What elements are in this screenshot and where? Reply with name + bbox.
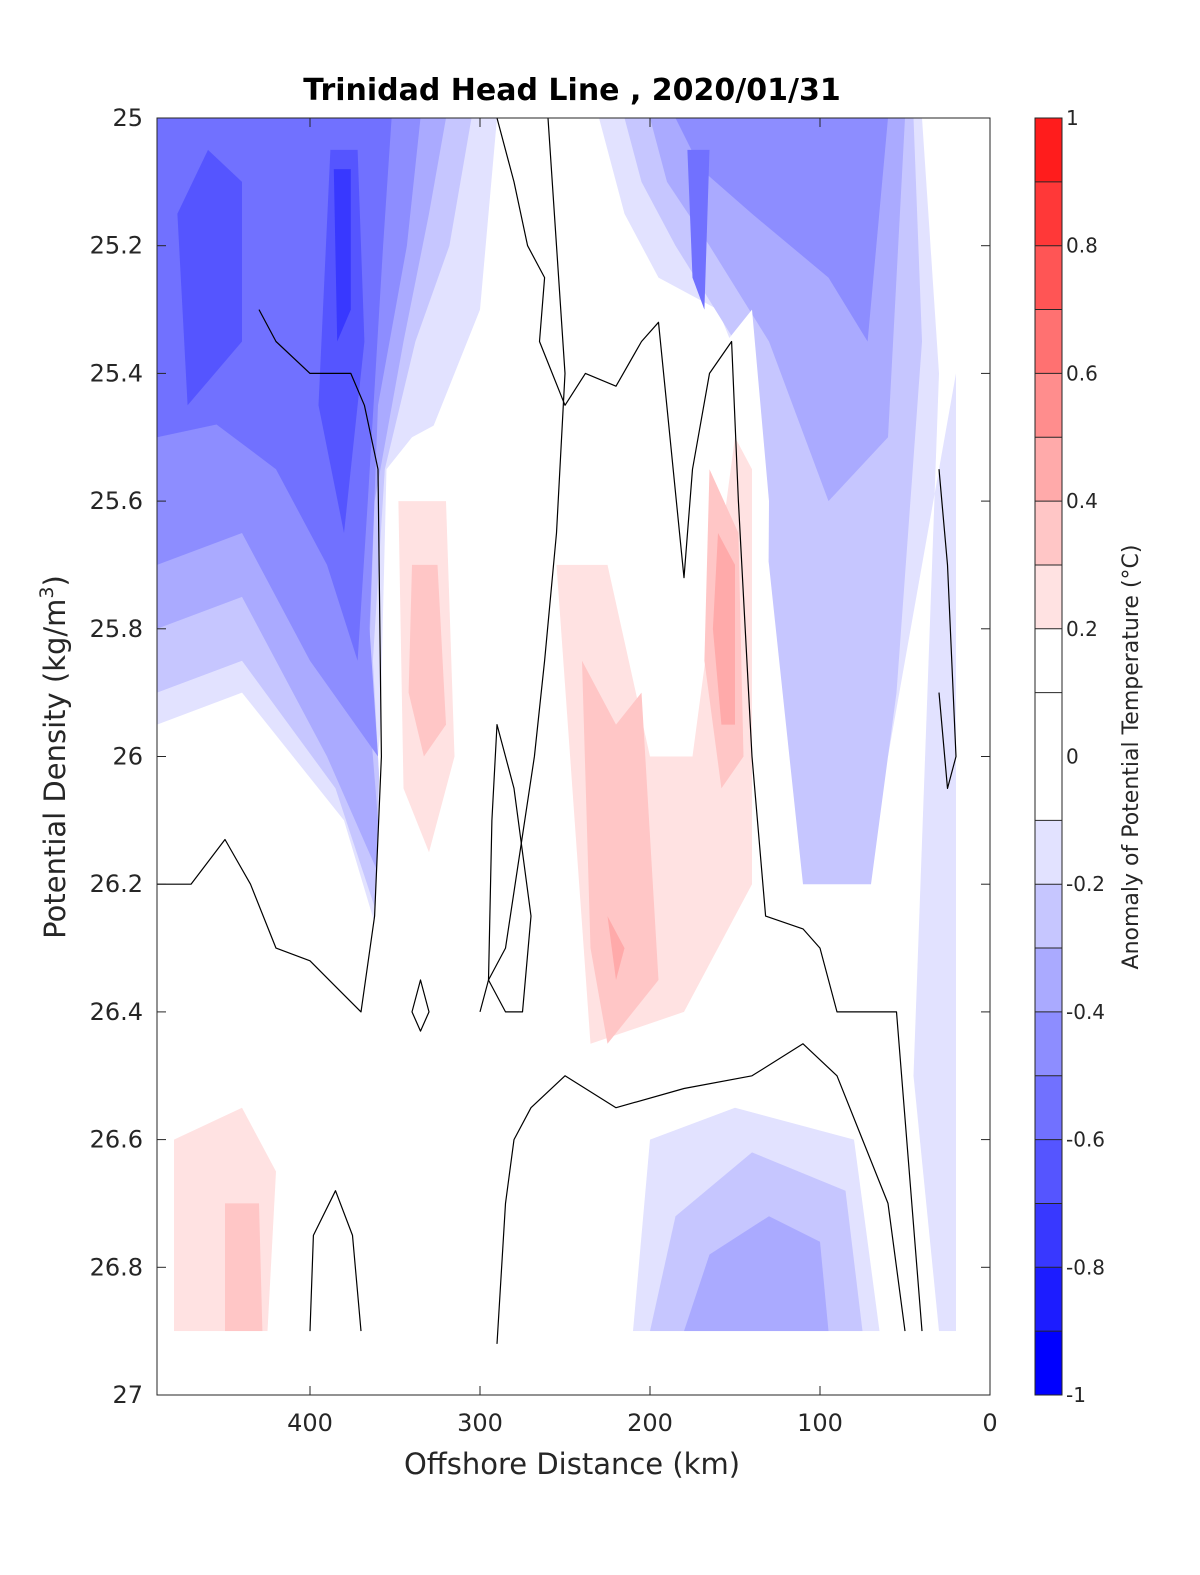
colorbar-segment: [1035, 1203, 1062, 1268]
colorbar-title: Anomaly of Potential Temperature (°C): [1119, 545, 1144, 970]
y-tick-label: 26.6: [90, 1126, 143, 1154]
colorbar-segment: [1035, 564, 1062, 629]
colorbar-segment: [1035, 373, 1062, 438]
colorbar-segment: [1035, 692, 1062, 821]
y-tick-label: 26.2: [90, 870, 143, 898]
colorbar-tick-label: 0.6: [1066, 361, 1098, 385]
contour-fill-25: [225, 1203, 263, 1332]
y-tick-label: 25.4: [90, 359, 143, 387]
colorbar-segment: [1035, 628, 1062, 693]
contour-fill-22: [408, 564, 446, 757]
y-tick-labels: 25 25.2 25.4 25.6 25.8 26 26.2 26.4 26.6 26.8 27: [90, 104, 143, 1409]
y-axis-label-superscript: 3: [36, 586, 58, 598]
y-axis-label: Potential Density (kg/m3): [36, 575, 72, 939]
zero-contour-30: [479, 118, 566, 1013]
colorbar-segment: [1035, 1139, 1062, 1204]
colorbar-segment: [1035, 501, 1062, 565]
contour-fill-5: [177, 149, 242, 406]
y-tick-label: 25.8: [90, 615, 143, 643]
contour-fill-27: [607, 916, 625, 980]
colorbar-tick-label: -0.2: [1066, 872, 1105, 896]
y-tick-label: 25.2: [90, 232, 143, 260]
colorbar-tick-label: 0.8: [1066, 234, 1098, 258]
y-tick-label: 26.8: [90, 1253, 143, 1281]
zero-contour-34: [309, 1190, 362, 1332]
contour-fill-12: [687, 149, 710, 310]
x-tick-label: 100: [797, 1409, 843, 1437]
zero-contour-33: [411, 979, 430, 1032]
zero-contour-lines: [157, 118, 957, 1344]
axis-ticks: [157, 117, 991, 1396]
colorbar-segment: [1035, 181, 1062, 246]
contour-fill-15: [684, 1216, 829, 1332]
contour-fill-26: [712, 533, 735, 725]
y-axis-label-close: ): [38, 575, 72, 586]
x-tick-label: 0: [982, 1409, 997, 1437]
zero-contour-32: [487, 724, 532, 1013]
colorbar-segment: [1035, 1011, 1062, 1076]
colorbar-segment: [1035, 245, 1062, 310]
x-tick-labels: 400 300 200 100 0: [287, 1409, 998, 1437]
x-tick-label: 400: [287, 1409, 333, 1437]
contour-fill-23: [582, 660, 659, 1044]
colorbar-tick-label: -0.6: [1066, 1128, 1105, 1152]
zero-contour-35: [938, 469, 957, 789]
x-tick-label: 200: [627, 1409, 673, 1437]
colorbar-segment: [1035, 884, 1062, 949]
colorbar-segment: [1035, 118, 1062, 182]
zero-contour-28: [157, 309, 382, 1013]
y-tick-label: 25: [112, 104, 143, 132]
x-tick-label: 300: [457, 1409, 503, 1437]
colorbar-tick-label: 0.2: [1066, 617, 1098, 641]
colorbar-segment: [1035, 1267, 1062, 1332]
colorbar-tick-label: -0.8: [1066, 1255, 1105, 1279]
y-tick-label: 25.6: [90, 487, 143, 515]
chart-title: Trinidad Head Line , 2020/01/31: [303, 73, 840, 108]
y-tick-label: 27: [112, 1381, 143, 1409]
colorbar-segment: [1035, 1075, 1062, 1140]
y-tick-label: 26.4: [90, 998, 143, 1026]
colorbar-segment: [1035, 437, 1062, 502]
colorbar-tick-label: -1: [1066, 1383, 1086, 1407]
x-axis-label: Offshore Distance (km): [404, 1447, 740, 1481]
colorbar-tick-label: 0.4: [1066, 489, 1098, 513]
colorbar-tick-label: 0: [1066, 745, 1079, 769]
colorbar-segment: [1035, 820, 1062, 885]
colorbar-segment: [1035, 1331, 1062, 1395]
colorbar-segment: [1035, 948, 1062, 1012]
contour-fill-7: [333, 169, 351, 342]
no-data-region: [157, 1331, 990, 1395]
contour-fills: [157, 118, 990, 1395]
zero-contour-31: [496, 1043, 906, 1344]
y-axis-label-main: Potential Density (kg/m: [38, 599, 72, 939]
colorbar-tick-label: -0.4: [1066, 1000, 1105, 1024]
colorbar: 1 0.8 0.6 0.4 0.2 0 -0.2 -0.4 -0.6 -0.8 -1: [1034, 106, 1105, 1407]
contour-fill-11: [675, 118, 888, 342]
contour-fill-6: [318, 149, 365, 533]
colorbar-tick-label: 1: [1066, 106, 1079, 130]
colorbar-segment: [1035, 309, 1062, 374]
zero-contour-29: [496, 118, 923, 1332]
y-tick-label: 26: [112, 743, 143, 771]
